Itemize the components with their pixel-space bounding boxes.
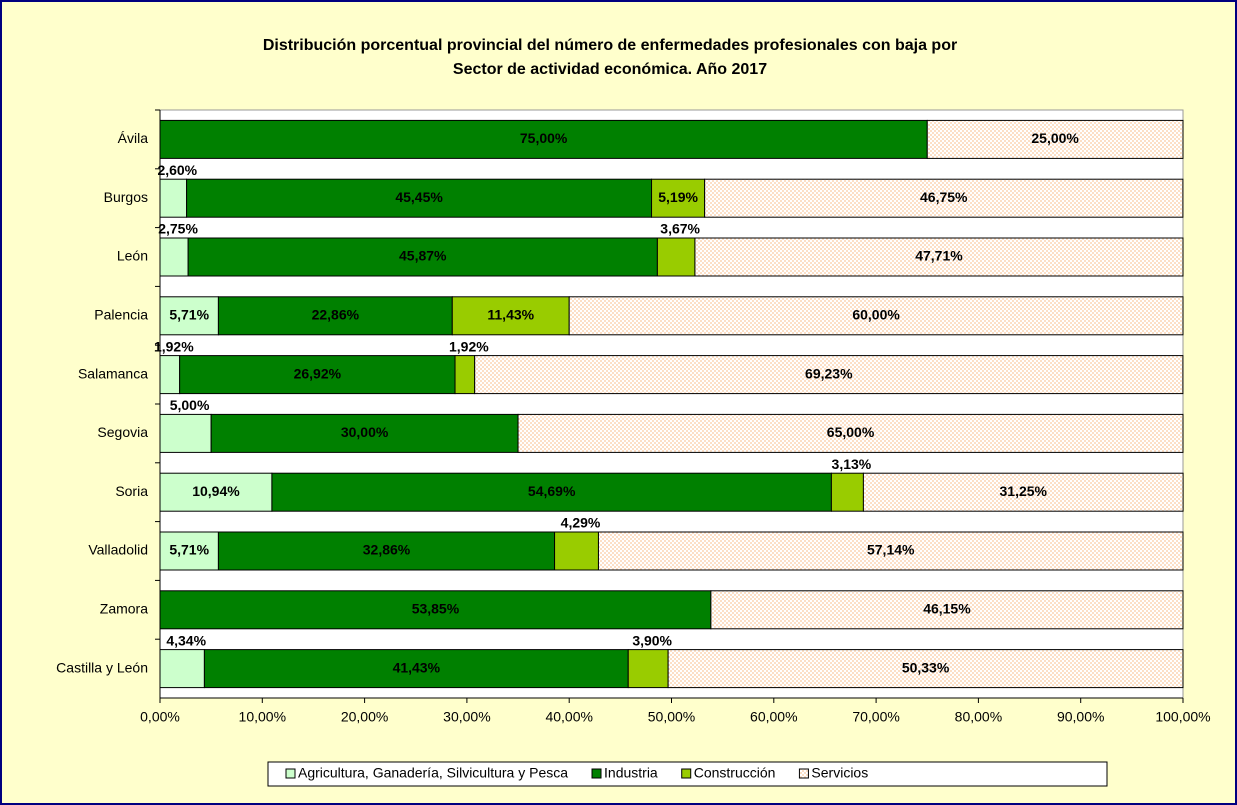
data-label: 3,90% <box>632 632 672 648</box>
data-label: 54,69% <box>528 483 576 499</box>
data-label: 46,15% <box>923 601 971 617</box>
bar-segment <box>159 472 273 512</box>
data-label: 11,43% <box>487 307 534 323</box>
bar-segment <box>187 237 658 277</box>
x-tick-label: 40,00% <box>545 709 592 725</box>
bar-segment <box>554 531 599 571</box>
y-tick-label: Ávila <box>118 130 149 146</box>
legend-label: Industria <box>604 765 658 781</box>
bar-segment <box>704 178 1184 218</box>
y-tick-label: Soria <box>115 483 148 499</box>
data-label: 53,85% <box>412 601 460 617</box>
data-label: 3,13% <box>832 456 872 472</box>
bar-segment <box>159 649 205 689</box>
x-tick-label: 80,00% <box>955 709 1002 725</box>
bar-segment <box>186 178 653 218</box>
data-label: 22,86% <box>312 307 360 323</box>
data-label: 30,00% <box>341 424 389 440</box>
bar-segment <box>656 237 696 277</box>
y-tick-label: Segovia <box>97 424 148 440</box>
data-label: 45,87% <box>399 248 447 264</box>
bar-segment <box>159 355 181 395</box>
bar-segment <box>271 472 832 512</box>
data-label: 31,25% <box>1000 483 1048 499</box>
data-label: 5,71% <box>169 307 209 323</box>
data-label: 25,00% <box>1031 130 1079 146</box>
data-label: 1,92% <box>154 338 194 354</box>
y-tick-label: Salamanca <box>78 365 148 381</box>
x-tick-label: 90,00% <box>1057 709 1104 725</box>
legend-swatch <box>591 768 602 779</box>
x-tick-label: 10,00% <box>239 709 286 725</box>
bar-segment <box>159 296 219 336</box>
data-label: 46,75% <box>920 189 968 205</box>
data-label: 3,67% <box>660 221 700 237</box>
bar-segment <box>454 355 476 395</box>
legend-swatch <box>681 768 692 779</box>
bar-segment <box>159 413 212 453</box>
bar-segment <box>597 531 1184 571</box>
legend-swatch <box>285 768 296 779</box>
bar-segment <box>862 472 1184 512</box>
data-label: 45,45% <box>395 189 443 205</box>
x-tick-label: 50,00% <box>648 709 695 725</box>
y-tick-label: Burgos <box>104 189 148 205</box>
legend-swatch <box>798 768 809 779</box>
data-label: 50,33% <box>902 659 950 675</box>
y-tick-label: Zamora <box>100 601 148 617</box>
bar-segment <box>830 472 864 512</box>
bar-segment <box>159 531 219 571</box>
x-tick-label: 20,00% <box>341 709 388 725</box>
data-label: 2,60% <box>157 162 197 178</box>
data-label: 26,92% <box>294 365 342 381</box>
x-tick-label: 0,00% <box>140 709 180 725</box>
bar-segment <box>926 119 1184 159</box>
data-label: 32,86% <box>363 542 411 558</box>
bar-segment <box>159 237 189 277</box>
data-label: 69,23% <box>805 365 853 381</box>
y-tick-label: Palencia <box>94 307 148 323</box>
data-label: 41,43% <box>393 659 441 675</box>
bar-segment <box>179 355 456 395</box>
data-label: 60,00% <box>852 307 900 323</box>
data-label: 5,00% <box>170 397 210 413</box>
legend-label: Agricultura, Ganadería, Silvicultura y P… <box>298 765 568 781</box>
bar-segment <box>474 355 1184 395</box>
data-label: 5,19% <box>658 189 698 205</box>
bar-segment <box>694 237 1184 277</box>
bar-segment <box>627 649 669 689</box>
bar-segment <box>667 649 1184 689</box>
data-label: 4,29% <box>561 515 601 531</box>
data-label: 10,94% <box>192 483 240 499</box>
chart-title: Sector de actividad económica. Año 2017 <box>453 61 767 78</box>
data-label: 4,34% <box>166 632 206 648</box>
y-tick-label: Castilla y León <box>56 659 148 675</box>
legend-label: Construcción <box>694 765 776 781</box>
y-tick-label: Valladolid <box>88 542 148 558</box>
bar-segment <box>217 531 556 571</box>
bar-segment <box>651 178 706 218</box>
data-label: 65,00% <box>827 424 875 440</box>
data-label: 2,75% <box>158 221 198 237</box>
data-label: 57,14% <box>867 542 915 558</box>
legend-label: Servicios <box>811 765 868 781</box>
bar-segment <box>159 178 188 218</box>
bar-segment <box>568 296 1184 336</box>
bar-segment <box>517 413 1184 453</box>
bar-segment <box>710 590 1184 630</box>
data-label: 75,00% <box>520 130 568 146</box>
x-tick-label: 30,00% <box>443 709 490 725</box>
data-label: 1,92% <box>449 338 489 354</box>
x-tick-label: 60,00% <box>750 709 797 725</box>
x-tick-label: 70,00% <box>852 709 899 725</box>
data-label: 5,71% <box>169 542 209 558</box>
chart-title: Distribución porcentual provincial del n… <box>263 37 957 54</box>
data-label: 47,71% <box>915 248 963 264</box>
x-tick-label: 100,00% <box>1155 709 1210 725</box>
y-tick-label: León <box>117 248 148 264</box>
bar-segment <box>159 590 712 630</box>
bar-segment <box>203 649 629 689</box>
